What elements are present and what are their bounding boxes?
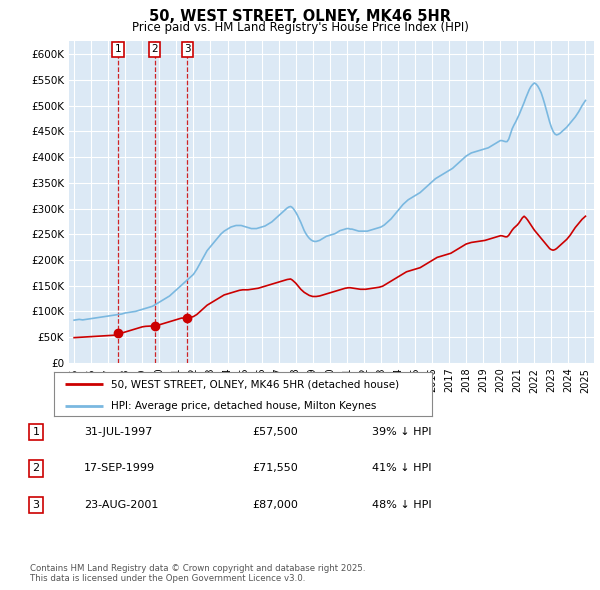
- Text: 3: 3: [184, 44, 191, 54]
- Text: 1: 1: [32, 427, 40, 437]
- Text: Contains HM Land Registry data © Crown copyright and database right 2025.
This d: Contains HM Land Registry data © Crown c…: [30, 563, 365, 583]
- Text: 2: 2: [151, 44, 158, 54]
- Text: HPI: Average price, detached house, Milton Keynes: HPI: Average price, detached house, Milt…: [110, 401, 376, 411]
- Text: 17-SEP-1999: 17-SEP-1999: [84, 464, 155, 473]
- Text: 1: 1: [115, 44, 121, 54]
- Text: 50, WEST STREET, OLNEY, MK46 5HR: 50, WEST STREET, OLNEY, MK46 5HR: [149, 9, 451, 24]
- Text: Price paid vs. HM Land Registry's House Price Index (HPI): Price paid vs. HM Land Registry's House …: [131, 21, 469, 34]
- Text: 23-AUG-2001: 23-AUG-2001: [84, 500, 158, 510]
- Text: 39% ↓ HPI: 39% ↓ HPI: [372, 427, 431, 437]
- Text: 41% ↓ HPI: 41% ↓ HPI: [372, 464, 431, 473]
- Text: 31-JUL-1997: 31-JUL-1997: [84, 427, 152, 437]
- Text: 50, WEST STREET, OLNEY, MK46 5HR (detached house): 50, WEST STREET, OLNEY, MK46 5HR (detach…: [110, 379, 399, 389]
- Text: £71,550: £71,550: [252, 464, 298, 473]
- Text: £57,500: £57,500: [252, 427, 298, 437]
- Text: 2: 2: [32, 464, 40, 473]
- Text: 3: 3: [32, 500, 40, 510]
- Text: 48% ↓ HPI: 48% ↓ HPI: [372, 500, 431, 510]
- Text: £87,000: £87,000: [252, 500, 298, 510]
